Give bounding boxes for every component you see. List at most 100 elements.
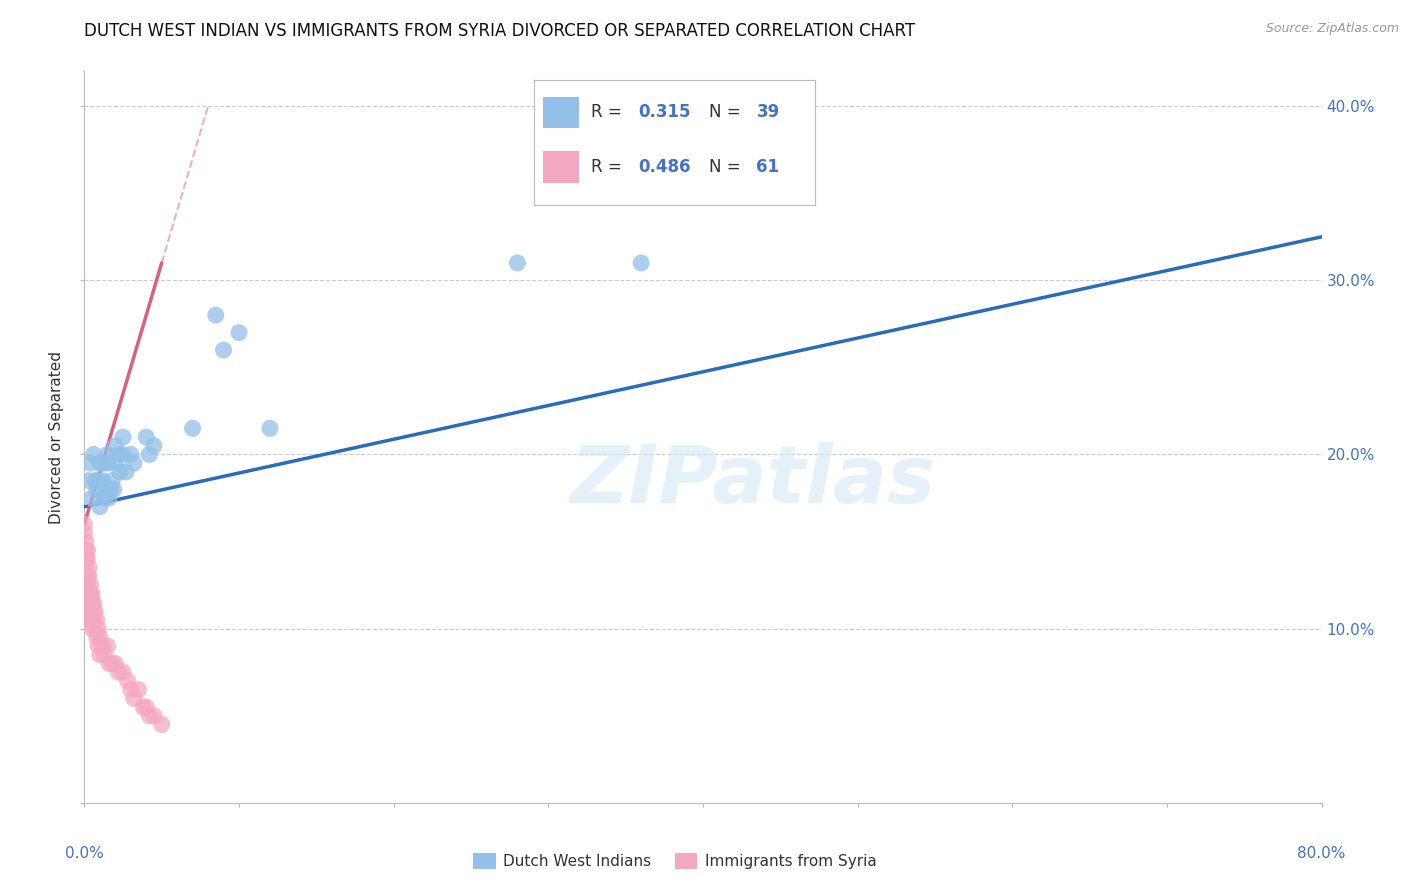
Point: [259, 421, 281, 435]
Point: [84, 622, 107, 636]
Text: 80.0%: 80.0%: [1298, 847, 1346, 862]
Point: [87, 622, 110, 636]
Text: DUTCH WEST INDIAN VS IMMIGRANTS FROM SYRIA DIVORCED OR SEPARATED CORRELATION CHA: DUTCH WEST INDIAN VS IMMIGRANTS FROM SYR…: [84, 22, 915, 40]
Point: [83, 595, 105, 609]
Point: [112, 665, 135, 680]
Point: [73, 552, 96, 566]
Point: [86, 613, 108, 627]
Point: [75, 552, 97, 566]
Point: [86, 631, 108, 645]
Point: [76, 569, 98, 583]
Point: [132, 700, 155, 714]
Point: [93, 648, 115, 662]
Point: [77, 560, 100, 574]
Text: R =: R =: [591, 103, 621, 121]
Point: [103, 483, 125, 497]
Point: [101, 657, 124, 671]
Point: [76, 613, 98, 627]
Point: [115, 465, 138, 479]
Point: [138, 448, 160, 462]
Point: [97, 639, 120, 653]
Point: [75, 595, 97, 609]
Point: [82, 595, 104, 609]
Point: [112, 448, 135, 462]
Point: [89, 631, 111, 645]
Point: [506, 256, 529, 270]
Point: [128, 682, 150, 697]
Point: [79, 456, 101, 470]
Point: [79, 613, 101, 627]
Point: [75, 587, 97, 601]
Point: [76, 604, 98, 618]
Legend: Dutch West Indians, Immigrants from Syria: Dutch West Indians, Immigrants from Syri…: [467, 847, 883, 875]
Point: [76, 552, 98, 566]
Point: [82, 604, 104, 618]
Point: [135, 430, 157, 444]
Point: [79, 587, 101, 601]
Point: [75, 569, 97, 583]
Point: [108, 465, 131, 479]
Point: [77, 604, 100, 618]
Point: [93, 491, 115, 505]
Point: [135, 700, 157, 714]
Text: 39: 39: [756, 103, 780, 121]
Point: [104, 456, 127, 470]
Point: [98, 657, 121, 671]
Point: [89, 456, 111, 470]
Point: [77, 587, 100, 601]
Point: [104, 439, 127, 453]
Text: N =: N =: [709, 103, 740, 121]
Point: [630, 256, 652, 270]
Point: [75, 578, 97, 592]
Point: [75, 534, 97, 549]
Point: [87, 474, 110, 488]
Point: [82, 587, 104, 601]
Text: 0.0%: 0.0%: [65, 847, 104, 862]
Text: 61: 61: [756, 158, 779, 176]
Y-axis label: Divorced or Separated: Divorced or Separated: [49, 351, 65, 524]
Point: [117, 673, 139, 688]
Point: [76, 578, 98, 592]
Point: [82, 491, 104, 505]
Point: [73, 560, 96, 574]
Point: [83, 448, 105, 462]
Point: [98, 491, 121, 505]
Text: ZIPatlas: ZIPatlas: [569, 442, 935, 520]
Point: [205, 308, 228, 322]
Point: [79, 595, 101, 609]
Point: [91, 474, 114, 488]
Point: [150, 717, 173, 731]
Point: [76, 543, 98, 558]
Point: [86, 483, 108, 497]
Text: N =: N =: [709, 158, 740, 176]
Text: Source: ZipAtlas.com: Source: ZipAtlas.com: [1265, 22, 1399, 36]
Point: [91, 456, 114, 470]
Text: R =: R =: [591, 158, 621, 176]
Point: [90, 456, 112, 470]
Point: [120, 448, 142, 462]
Point: [77, 569, 100, 583]
Point: [77, 595, 100, 609]
Point: [112, 430, 135, 444]
Point: [122, 456, 145, 470]
Point: [73, 517, 96, 532]
Point: [94, 483, 117, 497]
Point: [120, 682, 142, 697]
Point: [76, 587, 98, 601]
Point: [75, 543, 97, 558]
Point: [84, 474, 107, 488]
Bar: [543, 96, 579, 128]
Point: [107, 448, 129, 462]
Point: [84, 604, 107, 618]
Text: 0.315: 0.315: [638, 103, 690, 121]
Point: [122, 691, 145, 706]
Point: [228, 326, 250, 340]
Point: [97, 456, 120, 470]
Point: [79, 578, 101, 592]
Point: [107, 665, 129, 680]
Point: [77, 613, 100, 627]
Point: [83, 604, 105, 618]
Point: [100, 483, 122, 497]
Point: [73, 525, 96, 540]
Point: [73, 569, 96, 583]
